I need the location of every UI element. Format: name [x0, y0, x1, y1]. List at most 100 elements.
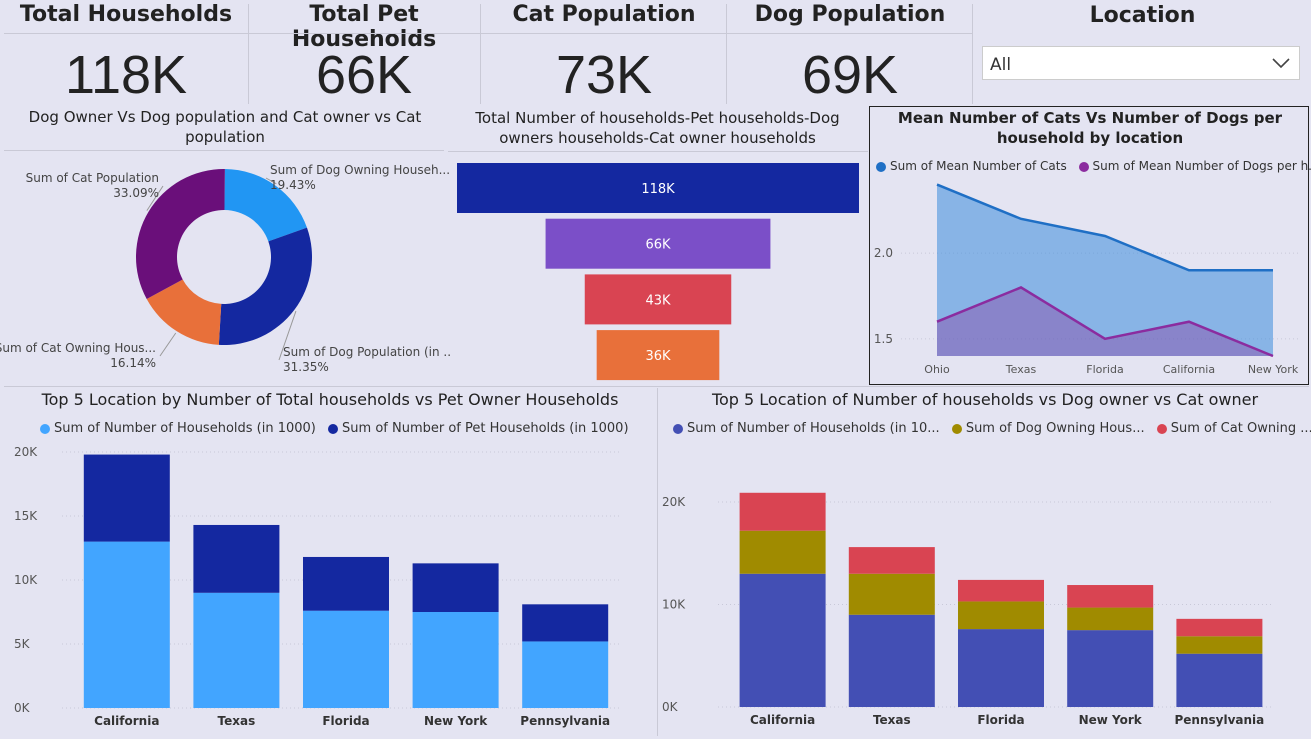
bar-segment — [193, 592, 280, 708]
x-tick-label: Pennsylvania — [1175, 713, 1265, 727]
y-tick-label: 10K — [662, 598, 686, 612]
bar2-legend: Sum of Number of Households (in 10... Su… — [673, 421, 1311, 436]
x-tick-label: California — [750, 713, 815, 727]
kpi-value: 73K — [555, 45, 653, 105]
legend-label: Sum of Cat Owning ... — [1170, 421, 1311, 436]
donut-slice-pct: 19.43% — [270, 178, 316, 192]
legend-item: Sum of Number of Pet Households (in 1000… — [328, 421, 629, 436]
legend-swatch — [1156, 423, 1167, 434]
donut-slice-label: Sum of Dog Population (in ... — [283, 345, 450, 359]
kpi-divider — [248, 4, 249, 104]
y-tick-label: 15K — [14, 509, 38, 523]
y-tick-label: 10K — [14, 573, 38, 587]
funnel-stage-label: 36K — [645, 349, 671, 364]
x-tick-label: Texas — [1005, 363, 1037, 376]
donut-leader-line — [159, 332, 177, 357]
section-divider — [657, 388, 658, 736]
bar-segment — [412, 612, 499, 708]
kpi-value: 118K — [64, 45, 188, 105]
bar-segment — [958, 629, 1044, 707]
kpi-total-pet-households: Total Pet Households 66K — [250, 0, 478, 106]
legend-label: Sum of Number of Pet Households (in 1000… — [342, 421, 629, 436]
legend-item: Sum of Mean Number of Cats — [876, 159, 1067, 173]
kpi-title: Total Households — [19, 2, 233, 27]
legend-swatch — [1078, 161, 1089, 172]
bar-segment — [1176, 636, 1263, 654]
y-tick-label: 2.0 — [874, 246, 893, 260]
bar1-legend: Sum of Number of Households (in 1000) Su… — [40, 421, 637, 436]
area-chart-title: Mean Number of Cats Vs Number of Dogs pe… — [897, 109, 1283, 147]
bar-segment — [522, 641, 609, 708]
bar-segment — [739, 573, 826, 707]
y-tick-label: 20K — [662, 495, 686, 509]
donut-leader-line — [278, 310, 297, 361]
legend-swatch — [328, 423, 339, 434]
donut-slice — [218, 227, 312, 345]
legend-label: Sum of Mean Number of Dogs per h... — [1092, 159, 1311, 173]
bar-segment — [848, 614, 935, 707]
kpi-cat-population: Cat Population 73K — [482, 0, 726, 106]
area-chart: 1.5 2.0 Ohio Texas Florida California New York — [874, 183, 1301, 376]
x-tick-label: Ohio — [924, 363, 950, 376]
donut-chart: Sum of Dog Owning Househ...19.43% Sum of … — [0, 163, 450, 374]
x-tick-label: Florida — [322, 714, 369, 728]
legend-label: Sum of Number of Households (in 10... — [687, 421, 940, 436]
bar-segment — [412, 563, 499, 612]
kpi-divider — [480, 4, 481, 104]
bar-segment — [958, 601, 1044, 630]
x-tick-label: Florida — [1086, 363, 1123, 376]
bar-segment — [83, 454, 170, 542]
legend-label: Sum of Dog Owning Hous... — [965, 421, 1145, 436]
donut-leader-line — [146, 185, 164, 211]
bar-segment — [1176, 653, 1263, 707]
funnel-title: Total Number of households-Pet household… — [475, 109, 840, 147]
legend-item: Sum of Cat Owning ... — [1156, 421, 1311, 436]
funnel-chart: 118K 66K 43K 36K — [457, 163, 859, 381]
x-tick-label: Florida — [977, 713, 1024, 727]
area-fill — [937, 287, 1273, 356]
legend-item: Sum of Number of Households (in 1000) — [40, 421, 316, 436]
chevron-down-icon[interactable] — [1271, 55, 1291, 74]
y-tick-label: 20K — [14, 445, 38, 459]
bar1-title: Top 5 Location by Number of Total househ… — [41, 390, 619, 409]
donut-leader-line — [265, 177, 277, 185]
funnel-divider — [448, 151, 868, 152]
x-tick-label: New York — [424, 714, 488, 728]
bar-segment — [958, 579, 1044, 602]
donut-slice-label: Sum of Dog Owning Househ... — [270, 163, 450, 177]
location-dropdown[interactable]: All — [982, 46, 1300, 80]
funnel-stage — [457, 163, 859, 213]
kpi-title: Dog Population — [754, 2, 946, 27]
kpi-value: 69K — [801, 45, 899, 105]
funnel-stage-label: 66K — [645, 238, 671, 253]
donut-slice — [135, 168, 225, 300]
funnel-stage-label: 43K — [645, 293, 671, 308]
area-chart-frame — [869, 106, 1309, 385]
bar-segment — [83, 541, 170, 708]
y-tick-label: 1.5 — [874, 332, 893, 346]
section-divider — [4, 386, 1309, 387]
donut-slice — [224, 169, 307, 242]
location-dropdown-value: All — [990, 55, 1012, 75]
donut-slice-label: Sum of Cat Population — [26, 171, 159, 185]
bar-segment — [848, 547, 935, 574]
y-tick-label: 5K — [14, 637, 31, 651]
donut-title: Dog Owner Vs Dog population and Cat owne… — [28, 108, 422, 146]
kpi-dog-population: Dog Population 69K — [728, 0, 972, 106]
x-tick-label: New York — [1079, 713, 1143, 727]
legend-item: Sum of Dog Owning Hous... — [951, 421, 1145, 436]
legend-swatch — [951, 423, 962, 434]
bar-segment — [522, 604, 609, 642]
x-tick-label: Texas — [218, 714, 256, 728]
y-tick-label: 0K — [14, 701, 31, 715]
kpi-divider — [4, 33, 972, 34]
funnel-stage — [545, 218, 771, 269]
bar-segment — [739, 530, 826, 574]
bar-segment — [303, 610, 389, 708]
series-line — [936, 183, 1273, 272]
bar-segment — [848, 573, 935, 615]
donut-slice-pct: 16.14% — [110, 356, 156, 370]
kpi-divider — [972, 4, 973, 104]
donut-slice-label: Sum of Cat Owning Hous... — [0, 341, 156, 355]
legend-label: Sum of Number of Households (in 1000) — [54, 421, 316, 436]
